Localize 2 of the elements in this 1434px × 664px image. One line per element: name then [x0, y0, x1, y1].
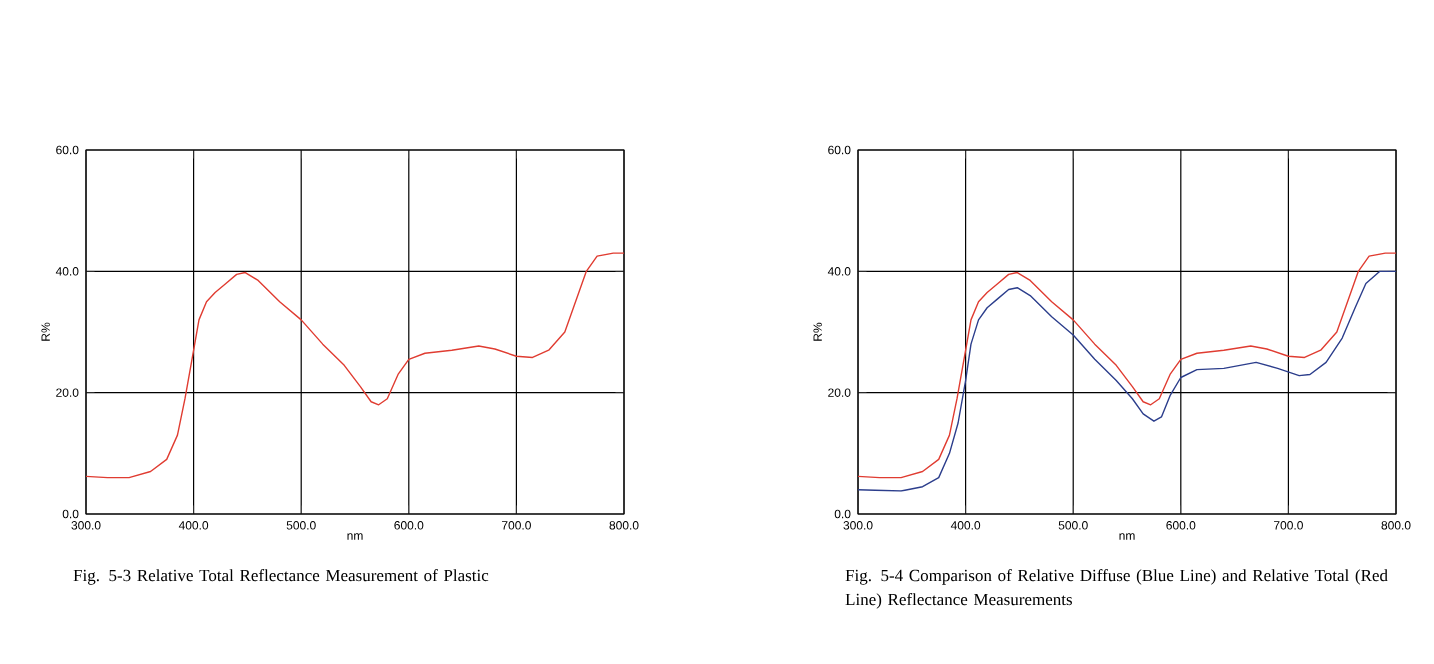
text: Fig. 5-3 Relative Total Reflectance Measurement of Plastic — [73, 569, 489, 585]
text: Fig. 5-4 Comparison of Relative Diffuse (Blue Line) and Relative Total (Red Line) Reflectance Measurements — [845, 569, 1388, 609]
